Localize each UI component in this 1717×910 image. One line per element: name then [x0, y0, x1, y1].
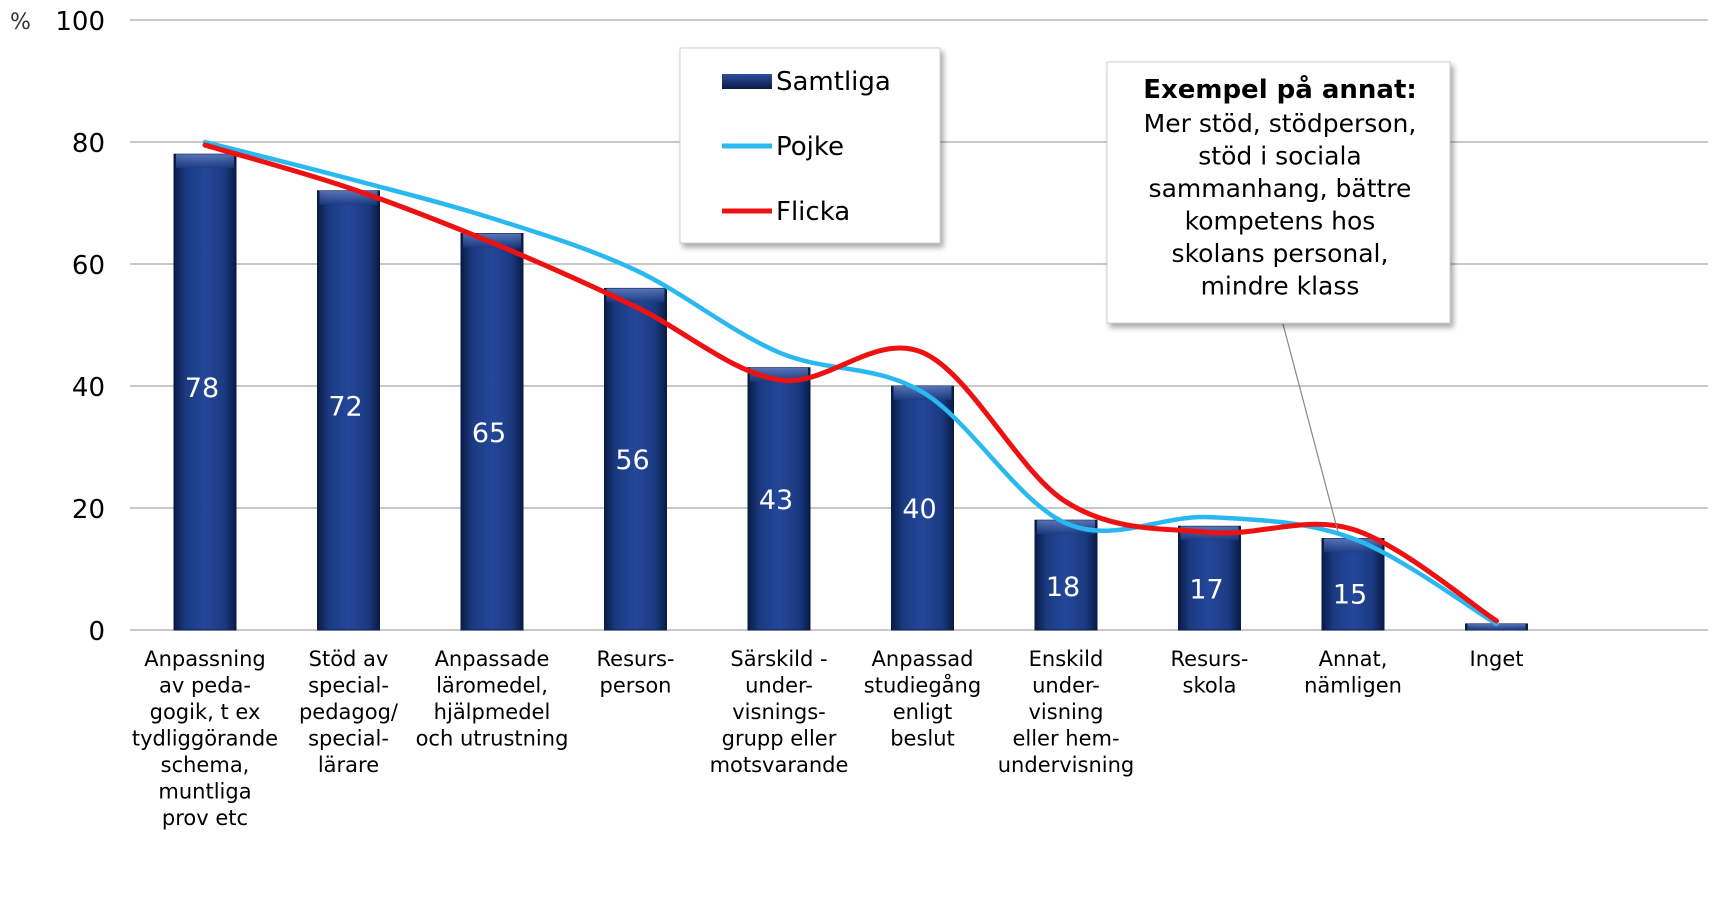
x-category-line: special- — [308, 674, 389, 698]
bar-data-label: 40 — [902, 494, 936, 525]
x-category-line: lärare — [318, 753, 379, 777]
x-category-line: Stöd av — [309, 647, 389, 671]
bar-data-label: 72 — [328, 391, 362, 422]
x-category-label: Särskild - under-visnings-grupp eller mots… — [710, 647, 849, 777]
bar-data-label: 56 — [615, 445, 649, 476]
x-category-line: motsvarande — [710, 753, 849, 777]
x-category-line: person — [600, 674, 672, 698]
x-category-label: Anpassade läromedel, hjälpmedel och utrustn… — [416, 647, 569, 751]
legend-label: Flicka — [776, 197, 850, 227]
bar — [747, 367, 811, 631]
bar-highlight — [1324, 538, 1382, 553]
x-category-line: tydliggörande — [132, 727, 278, 751]
x-category-line: Inget — [1470, 647, 1524, 671]
x-category-line: Anpassade — [435, 647, 550, 671]
x-category-line: beslut — [890, 727, 955, 751]
callout-line: stöd i sociala — [1198, 142, 1361, 171]
y-unit-label: % — [10, 10, 31, 35]
x-category-label: Enskild under-visning eller hem-undervisni… — [998, 647, 1135, 777]
callout-title: Exempel på annat: — [1143, 73, 1417, 105]
annotation-callout: Exempel på annat: Mer stöd, stödperson, st… — [1106, 61, 1451, 533]
x-category-line: Anpassning — [144, 647, 266, 671]
x-category-line: pedagog/ — [299, 700, 399, 724]
x-category-line: muntliga — [158, 780, 251, 804]
callout-line: sammanhang, bättre — [1149, 174, 1412, 203]
callout-line: Mer stöd, stödperson, — [1144, 109, 1417, 138]
bar-highlight — [1467, 623, 1526, 630]
x-category-label: Anpassad studiegång enligt beslut — [864, 647, 981, 751]
x-category-line: special- — [308, 727, 389, 751]
x-category-line: prov etc — [162, 806, 248, 830]
bar-series: 78 72 65 56 43 40 18 17 15 — [173, 153, 1528, 631]
bar — [1178, 525, 1241, 631]
legend: Samtliga Pojke Flicka — [679, 47, 941, 244]
x-category-line: och utrustning — [416, 727, 569, 751]
bar-highlight — [176, 154, 234, 169]
bar — [173, 153, 237, 631]
x-category-label: Inget — [1470, 647, 1524, 671]
y-tick-label: 100 — [55, 7, 105, 37]
x-category-line: visnings- — [732, 700, 826, 724]
x-category-line: grupp eller — [722, 727, 837, 751]
bar-highlight — [1037, 520, 1095, 535]
callout-line: skolans personal, — [1172, 239, 1389, 268]
x-category-line: skola — [1183, 674, 1237, 698]
bar-data-label: 43 — [759, 485, 793, 516]
x-category-line: gogik, t ex — [150, 700, 261, 724]
legend-label: Samtliga — [776, 67, 891, 97]
legend-swatch-bar — [722, 74, 772, 89]
line-series — [202, 139, 1499, 627]
x-axis: Anpassning av peda-gogik, t ex tydliggöran… — [132, 647, 1524, 830]
bar — [317, 190, 380, 631]
bar-data-label: 17 — [1189, 575, 1223, 606]
callout-box — [1106, 61, 1451, 324]
x-category-line: Resurs- — [597, 647, 675, 671]
x-category-line: eller hem- — [1012, 727, 1119, 751]
x-category-line: enligt — [893, 700, 952, 724]
x-category-label: Stöd av special-pedagog/special-lärare — [299, 647, 399, 777]
y-tick-label: 40 — [72, 373, 105, 403]
callout-line: mindre klass — [1201, 272, 1360, 301]
x-category-line: Särskild - — [730, 647, 827, 671]
bar-data-label: 15 — [1333, 579, 1367, 610]
bar-data-label: 18 — [1046, 572, 1080, 603]
legend-label: Pojke — [776, 132, 844, 162]
x-category-line: schema, — [161, 753, 250, 777]
x-category-line: studiegång — [864, 673, 981, 698]
bar-data-label: 78 — [185, 373, 219, 404]
bar — [460, 233, 524, 631]
bar — [604, 287, 667, 631]
line-pojke — [202, 139, 1499, 627]
x-category-label: Resurs-person — [597, 647, 675, 698]
x-category-line: hjälpmedel — [434, 700, 551, 724]
x-category-line: visning — [1029, 700, 1104, 724]
y-tick-label: 0 — [88, 617, 105, 647]
x-category-line: Enskild — [1029, 647, 1104, 671]
x-category-label: Anpassning av peda-gogik, t ex tydliggöran… — [132, 647, 278, 830]
bar — [891, 385, 954, 631]
y-axis: 0 20 40 60 80 100% — [10, 7, 105, 647]
x-category-line: läromedel, — [436, 674, 548, 698]
bar-data-label: 65 — [472, 418, 506, 449]
x-category-line: av peda- — [159, 674, 251, 698]
callout-pointer — [1282, 323, 1339, 533]
x-category-line: Resurs- — [1171, 647, 1249, 671]
x-category-label: Resurs-skola — [1171, 647, 1249, 698]
y-tick-label: 60 — [72, 251, 105, 281]
bar — [1321, 538, 1385, 631]
x-category-line: under- — [745, 674, 813, 698]
callout-line: kompetens hos — [1185, 207, 1376, 236]
x-category-line: Anpassad — [872, 647, 974, 671]
line-flicka — [202, 142, 1499, 624]
y-tick-label: 20 — [72, 495, 105, 525]
x-category-label: Annat, nämligen — [1304, 647, 1402, 698]
x-category-line: under- — [1032, 674, 1100, 698]
x-category-line: nämligen — [1304, 674, 1402, 698]
y-tick-label: 80 — [72, 129, 105, 159]
x-category-line: Annat, — [1319, 647, 1388, 671]
x-category-line: undervisning — [998, 753, 1135, 777]
bar — [1034, 519, 1098, 631]
